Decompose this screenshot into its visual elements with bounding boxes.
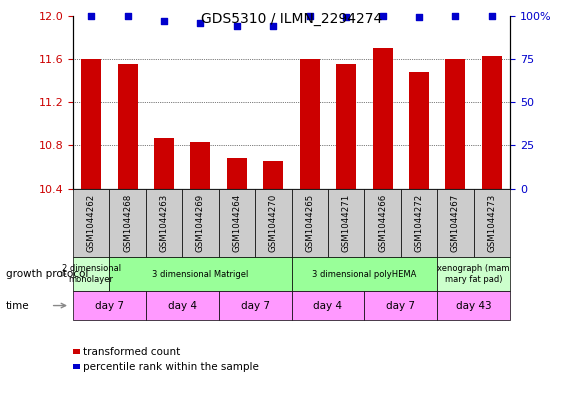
Text: GSM1044270: GSM1044270: [269, 194, 278, 252]
Bar: [373, 48, 392, 189]
Bar: [118, 64, 138, 189]
Text: day 7: day 7: [241, 301, 269, 310]
Bar: [401, 189, 437, 257]
Text: 3 dimensional polyHEMA: 3 dimensional polyHEMA: [312, 270, 417, 279]
Point: [415, 14, 424, 20]
Bar: [364, 291, 437, 320]
Text: GSM1044268: GSM1044268: [123, 194, 132, 252]
Bar: [227, 158, 247, 189]
Bar: [146, 291, 219, 320]
Bar: [219, 291, 292, 320]
Text: GSM1044271: GSM1044271: [342, 194, 350, 252]
Point: [196, 20, 205, 26]
Text: day 7: day 7: [95, 301, 124, 310]
Bar: [182, 189, 219, 257]
Point: [342, 14, 351, 20]
Bar: [110, 189, 146, 257]
Text: 2 dimensional
monolayer: 2 dimensional monolayer: [62, 264, 121, 284]
Bar: [292, 189, 328, 257]
Text: percentile rank within the sample: percentile rank within the sample: [83, 362, 259, 372]
Text: GSM1044273: GSM1044273: [487, 194, 496, 252]
Text: 3 dimensional Matrigel: 3 dimensional Matrigel: [152, 270, 248, 279]
Bar: [409, 72, 429, 189]
Point: [451, 13, 460, 19]
Bar: [328, 189, 364, 257]
Bar: [482, 56, 502, 189]
Bar: [437, 257, 510, 291]
Point: [305, 13, 314, 19]
Text: transformed count: transformed count: [83, 347, 181, 357]
Point: [487, 13, 497, 19]
Bar: [437, 291, 510, 320]
Bar: [219, 189, 255, 257]
Bar: [73, 189, 110, 257]
Text: GSM1044272: GSM1044272: [415, 194, 423, 252]
Text: GSM1044267: GSM1044267: [451, 194, 460, 252]
Bar: [292, 291, 364, 320]
Bar: [300, 59, 319, 189]
Text: day 4: day 4: [168, 301, 196, 310]
Point: [123, 13, 132, 19]
Text: GSM1044264: GSM1044264: [233, 194, 241, 252]
Bar: [146, 189, 182, 257]
Text: xenograph (mam
mary fat pad): xenograph (mam mary fat pad): [437, 264, 510, 284]
Text: GSM1044266: GSM1044266: [378, 194, 387, 252]
Text: GSM1044262: GSM1044262: [87, 194, 96, 252]
Text: GSM1044263: GSM1044263: [160, 194, 168, 252]
Text: growth protocol: growth protocol: [6, 269, 88, 279]
Bar: [264, 160, 283, 189]
Bar: [73, 257, 110, 291]
Point: [378, 13, 387, 19]
Bar: [437, 189, 473, 257]
Bar: [364, 189, 401, 257]
Text: GSM1044265: GSM1044265: [305, 194, 314, 252]
Bar: [292, 257, 437, 291]
Bar: [336, 64, 356, 189]
Text: GDS5310 / ILMN_2294274: GDS5310 / ILMN_2294274: [201, 12, 382, 26]
Text: day 7: day 7: [387, 301, 415, 310]
Point: [86, 13, 96, 19]
Bar: [191, 142, 210, 189]
Bar: [73, 291, 146, 320]
Text: day 4: day 4: [314, 301, 342, 310]
Text: day 43: day 43: [456, 301, 491, 310]
Bar: [445, 59, 465, 189]
Point: [159, 18, 168, 24]
Text: GSM1044269: GSM1044269: [196, 194, 205, 252]
Point: [232, 23, 241, 29]
Bar: [81, 59, 101, 189]
Bar: [154, 138, 174, 189]
Bar: [110, 257, 292, 291]
Bar: [473, 189, 510, 257]
Text: time: time: [6, 301, 30, 310]
Bar: [255, 189, 292, 257]
Point: [269, 23, 278, 29]
